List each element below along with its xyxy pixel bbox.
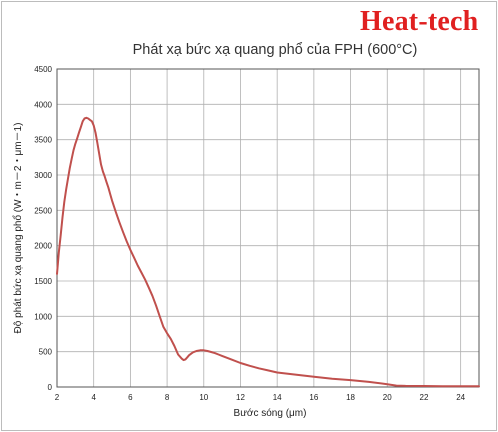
x-tick-label: 6 (128, 393, 133, 402)
y-axis-label: Độ phát bức xạ quang phổ (W・m－2・μm－1) (12, 123, 24, 334)
y-tick-label: 2500 (34, 206, 52, 215)
y-tick-label: 0 (48, 383, 53, 392)
x-tick-label: 8 (165, 393, 170, 402)
x-tick-label: 4 (91, 393, 96, 402)
x-tick-label: 14 (273, 393, 282, 402)
x-tick-label: 12 (236, 393, 245, 402)
x-tick-label: 2 (55, 393, 60, 402)
y-tick-label: 4000 (34, 100, 52, 109)
y-tick-label: 3000 (34, 171, 52, 180)
grid-lines (57, 69, 479, 387)
chart-title: Phát xạ bức xạ quang phổ của FPH (600°C) (133, 42, 418, 58)
x-tick-label: 20 (383, 393, 392, 402)
x-tick-label: 18 (346, 393, 355, 402)
y-tick-labels: 0 500 1000 1500 2000 2500 3000 3500 4000 4500 (34, 65, 52, 392)
x-tick-label: 10 (199, 393, 208, 402)
x-tick-labels: 2 4 6 8 10 12 14 16 18 20 22 24 (55, 393, 466, 402)
y-tick-label: 1000 (34, 312, 52, 321)
y-tick-label: 500 (39, 348, 53, 357)
y-tick-label: 3500 (34, 136, 52, 145)
x-tick-label: 16 (309, 393, 318, 402)
x-tick-label: 24 (456, 393, 465, 402)
brand-logo: Heat-tech (360, 6, 479, 37)
y-tick-label: 2000 (34, 242, 52, 251)
plot-area (56, 68, 480, 388)
series-line (56, 116, 480, 388)
y-tick-label: 1500 (34, 277, 52, 286)
x-tick-label: 22 (420, 393, 429, 402)
y-tick-label: 4500 (34, 65, 52, 74)
x-axis-label: Bước sóng (μm) (234, 408, 307, 419)
